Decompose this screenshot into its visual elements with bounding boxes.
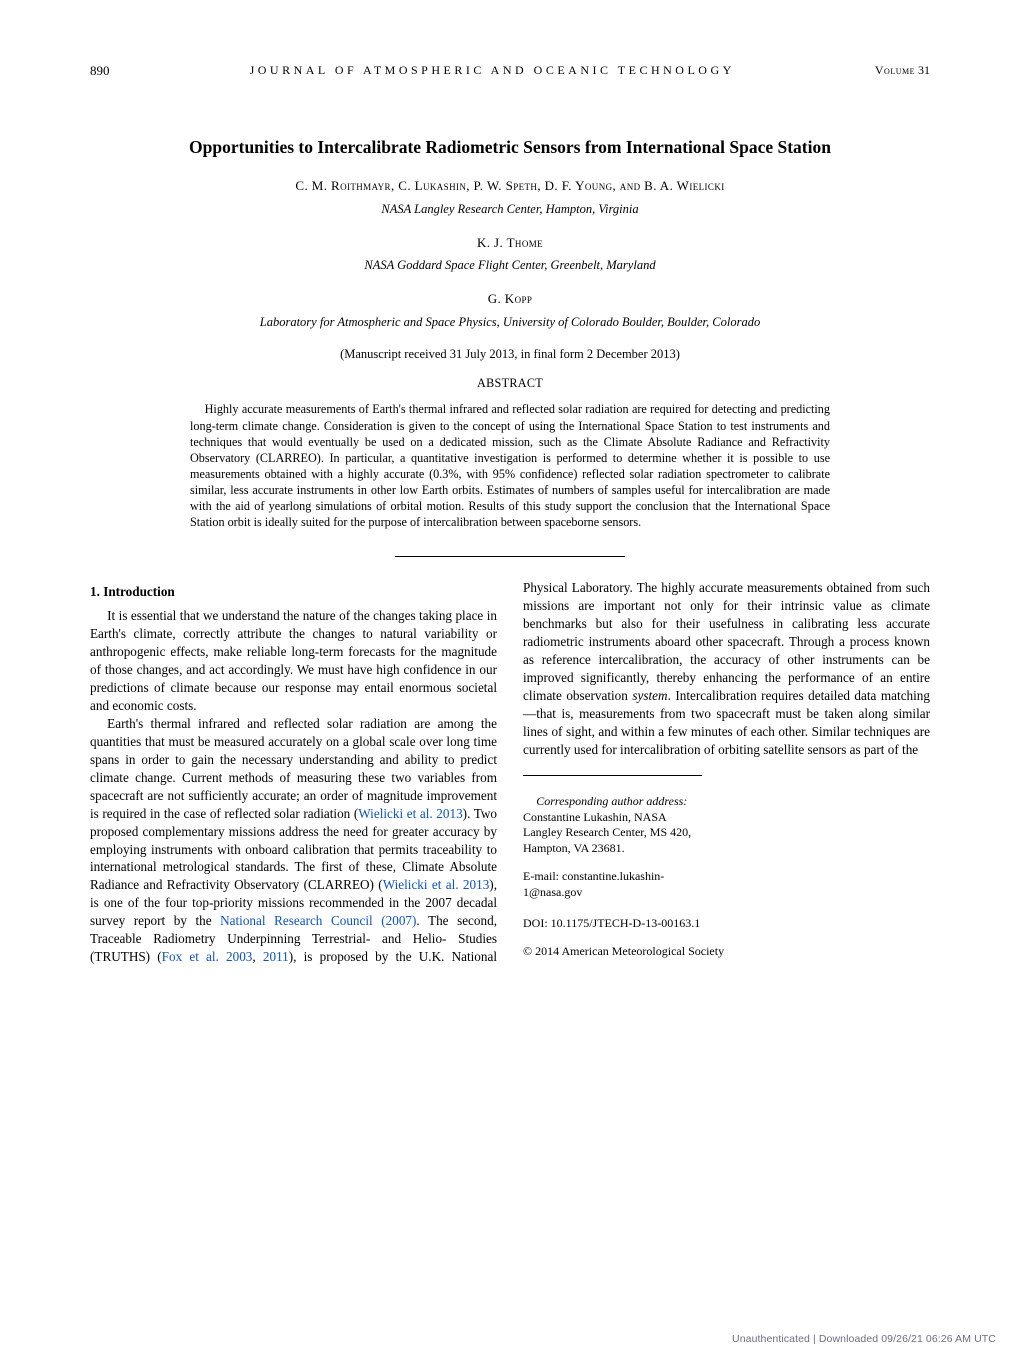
- author-names-1: C. M. Roithmayr, C. Lukashin, P. W. Spet…: [295, 178, 724, 193]
- journal-title: JOURNAL OF ATMOSPHERIC AND OCEANIC TECHN…: [250, 62, 735, 80]
- cite-wielicki-2013-a[interactable]: Wielicki et al. 2013: [358, 806, 462, 821]
- cite-wielicki-2013-b[interactable]: Wielicki et al. 2013: [383, 877, 490, 892]
- author-names-3: G. Kopp: [488, 291, 533, 306]
- download-watermark: Unauthenticated | Downloaded 09/26/21 06…: [732, 1332, 996, 1346]
- volume-value: 31: [918, 63, 930, 77]
- cite-fox-2011[interactable]: 2011: [263, 949, 289, 964]
- author-line-1: C. M. Roithmayr, C. Lukashin, P. W. Spet…: [90, 177, 930, 195]
- section-1-heading: 1. Introduction: [90, 583, 497, 601]
- affiliation-2: NASA Goddard Space Flight Center, Greenb…: [90, 257, 930, 274]
- author-line-3: G. Kopp: [90, 290, 930, 308]
- correspondence-email: E-mail: constantine.lukashin-1@nasa.gov: [523, 869, 702, 901]
- article-title: Opportunities to Intercalibrate Radiomet…: [90, 136, 930, 160]
- correspondence-block: Corresponding author address: Constantin…: [523, 775, 702, 901]
- doi: DOI: 10.1175/JTECH-D-13-00163.1: [523, 915, 930, 931]
- cite-nrc-2007[interactable]: National Research Council (2007): [220, 913, 416, 928]
- correspondence-address: Constantine Lukashin, NASA Langley Resea…: [523, 810, 691, 856]
- intro-para-1: It is essential that we understand the n…: [90, 607, 497, 715]
- volume: Volume 31: [875, 62, 930, 80]
- volume-label: Volume: [875, 63, 915, 77]
- abstract-block: ABSTRACT Highly accurate measurements of…: [190, 375, 830, 530]
- copyright: © 2014 American Meteorological Society: [523, 943, 930, 959]
- intro-p2-italic-system: system: [632, 688, 667, 703]
- manuscript-dates: (Manuscript received 31 July 2013, in fi…: [90, 346, 930, 363]
- body-columns: 1. Introduction It is essential that we …: [90, 579, 930, 966]
- running-head: 890 JOURNAL OF ATMOSPHERIC AND OCEANIC T…: [90, 62, 930, 80]
- abstract-separator-rule: [395, 556, 625, 557]
- intro-p2-comma: ,: [252, 949, 262, 964]
- page: 890 JOURNAL OF ATMOSPHERIC AND OCEANIC T…: [0, 0, 1020, 1360]
- correspondence-text: Corresponding author address: Constantin…: [523, 794, 702, 857]
- author-line-2: K. J. Thome: [90, 234, 930, 252]
- abstract-text: Highly accurate measurements of Earth's …: [190, 401, 830, 530]
- affiliation-3: Laboratory for Atmospheric and Space Phy…: [90, 314, 930, 331]
- author-names-2: K. J. Thome: [477, 235, 543, 250]
- abstract-heading: ABSTRACT: [190, 375, 830, 391]
- correspondence-label: Corresponding author address:: [536, 794, 687, 808]
- cite-fox-2003[interactable]: Fox et al. 2003: [162, 949, 253, 964]
- affiliation-1: NASA Langley Research Center, Hampton, V…: [90, 201, 930, 218]
- page-number: 890: [90, 62, 110, 80]
